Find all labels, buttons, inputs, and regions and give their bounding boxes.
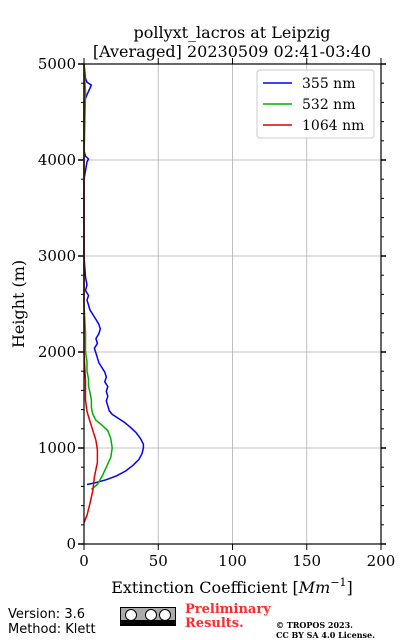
legend-label-1064: 1064 nm — [302, 118, 364, 134]
legend-label-355: 355 nm — [302, 76, 355, 92]
copyright-line-1: © TROPOS 2023. — [276, 620, 353, 630]
x-tick-label: 150 — [292, 552, 321, 570]
data-series — [83, 63, 145, 524]
preliminary-line-2: Results. — [185, 616, 244, 631]
copyright-line-2: CC BY SA 4.0 License. — [276, 630, 375, 640]
preliminary-results-note: Preliminary Results. — [185, 603, 271, 631]
preliminary-line-1: Preliminary — [185, 602, 271, 617]
x-axis-label: Extinction Coefficient [Mm−1] — [111, 576, 353, 597]
extinction-profile-chart: pollyxt_lacros at Leipzig [Averaged] 202… — [9, 23, 396, 597]
y-tick-label: 2000 — [38, 343, 76, 361]
legend-box — [256, 69, 375, 139]
plot-frame — [83, 63, 382, 545]
cc-license-badge — [120, 607, 176, 626]
x-axis-label-unit: Mm — [298, 578, 331, 597]
x-tick-label: 50 — [149, 552, 168, 570]
y-tick-label: 1000 — [38, 439, 76, 457]
series-line-532-nm — [83, 63, 113, 490]
y-tick-label: 4000 — [38, 151, 76, 169]
x-tick-label: 100 — [218, 552, 247, 570]
y-tick-label: 0 — [66, 535, 76, 553]
y-tick-label: 3000 — [38, 247, 76, 265]
cc-badge-strip — [121, 620, 175, 625]
x-tick-label: 0 — [79, 552, 89, 570]
version-text: Version: 3.6 — [8, 607, 85, 622]
method-text: Method: Klett — [8, 622, 96, 637]
legend-label-532: 532 nm — [302, 97, 355, 113]
legend: 355 nm 532 nm 1064 nm — [256, 69, 375, 139]
chart-title: pollyxt_lacros at Leipzig — [133, 23, 330, 42]
series-line-355-nm — [83, 63, 145, 486]
copyright-note: © TROPOS 2023. CC BY SA 4.0 License. — [276, 620, 375, 640]
x-axis-label-text: Extinction Coefficient [ — [111, 578, 299, 597]
y-tick-label: 5000 — [38, 55, 76, 73]
y-axis-label: Height (m) — [9, 260, 28, 348]
x-tick-label: 200 — [367, 552, 396, 570]
series-line-1064-nm — [83, 64, 99, 524]
x-axis-label-exponent: −1 — [330, 576, 346, 589]
x-axis-label-end: ] — [347, 578, 353, 597]
chart-subtitle: [Averaged] 20230509 02:41-03:40 — [93, 42, 371, 61]
